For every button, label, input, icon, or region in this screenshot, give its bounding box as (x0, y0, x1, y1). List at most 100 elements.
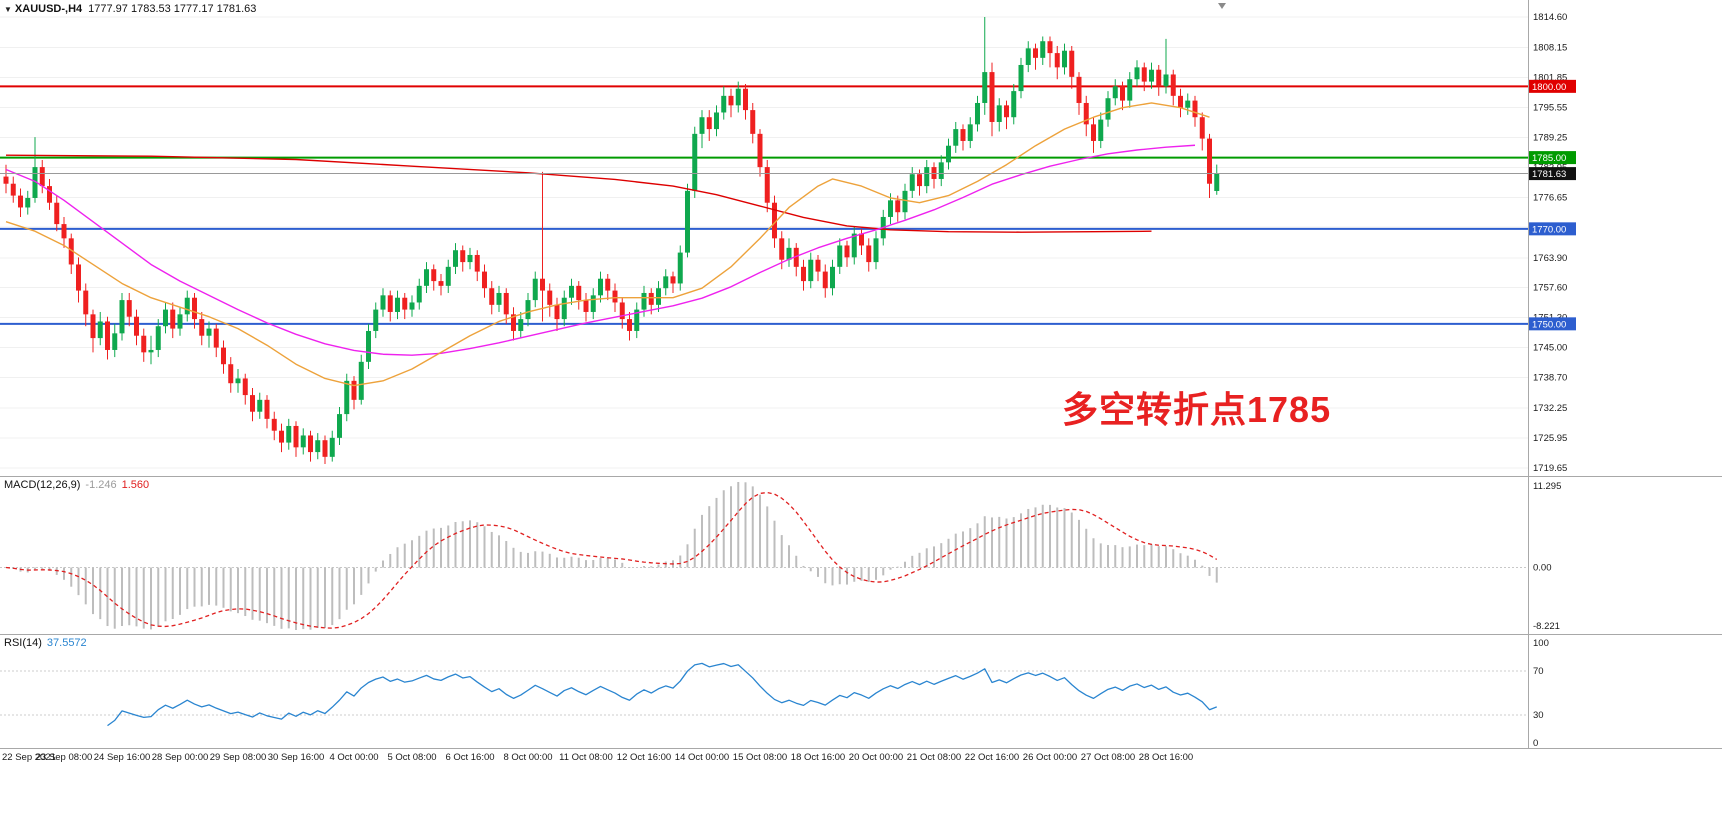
price-axis-label: 1814.60 (1533, 12, 1567, 23)
candle-body (1062, 50, 1067, 68)
candle-body (1098, 119, 1104, 141)
candle-body (844, 245, 850, 258)
candle-body (438, 281, 444, 286)
candle-body (859, 233, 864, 246)
candle-body (119, 300, 125, 334)
price-tag-text: 1750.00 (1532, 319, 1566, 330)
candle-body (561, 297, 567, 320)
candle-body (721, 95, 727, 113)
candle-body (105, 321, 110, 350)
time-axis-label: 22 Oct 16:00 (965, 752, 1019, 763)
time-axis-label: 4 Oct 00:00 (329, 752, 378, 763)
chart-text-annotation[interactable]: 多空转折点1785 (1062, 389, 1332, 430)
price-tag-text: 1770.00 (1532, 224, 1566, 235)
candle-body (1033, 48, 1038, 58)
candle-body (692, 133, 698, 191)
candle-body (547, 290, 553, 305)
price-tag (1529, 222, 1576, 236)
candle-body (489, 288, 495, 305)
candle-body (496, 292, 502, 305)
candle-body (206, 328, 212, 336)
candle-body (1054, 53, 1060, 68)
candle-body (743, 88, 748, 111)
candle-body (329, 437, 335, 457)
candle-body (989, 72, 995, 122)
candle-body (387, 295, 393, 312)
time-axis-label: 29 Sep 08:00 (210, 752, 267, 763)
time-axis-label: 5 Oct 08:00 (387, 752, 436, 763)
candle-body (358, 361, 364, 400)
price-tags: 1800.00 1785.00 1770.00 1750.00 1781.63 (1529, 79, 1576, 331)
candle-body (895, 200, 901, 213)
candle-body (518, 319, 524, 331)
rsi-axis-label: 0 (1533, 738, 1538, 749)
time-axis-label: 21 Oct 08:00 (907, 752, 961, 763)
candle-body (779, 238, 785, 260)
candle-body (228, 364, 234, 384)
candle-body (511, 314, 516, 331)
candle-body (76, 264, 81, 291)
candle-body (39, 167, 45, 187)
rsi-value: 37.5572 (46, 637, 87, 649)
candle-body (467, 254, 473, 263)
price-axis-label: 1808.15 (1533, 43, 1567, 54)
rsi-axis-label: 70 (1533, 666, 1544, 677)
candle-body (177, 314, 183, 329)
price-axis-label: 1725.95 (1533, 433, 1567, 444)
candle-body (112, 333, 118, 350)
shift-marker-icon[interactable] (1218, 3, 1226, 9)
candle-body (619, 302, 625, 320)
time-axis-label: 26 Oct 00:00 (1023, 752, 1077, 763)
candle-body (1199, 117, 1205, 139)
time-axis-label: 15 Oct 08:00 (733, 752, 787, 763)
candle-body (257, 399, 263, 412)
candle-body (540, 278, 545, 291)
candle-body (68, 238, 74, 265)
price-axis-label: 1776.65 (1533, 192, 1567, 203)
candle-body (764, 167, 770, 203)
candle-body (772, 202, 777, 239)
candle-body (975, 102, 980, 125)
candle-body (54, 202, 60, 225)
price-tag (1529, 151, 1576, 165)
time-axis-label: 22 Sep 2021 (2, 752, 56, 763)
candle-body (373, 309, 379, 331)
candle-body (1163, 74, 1169, 87)
macd-axis-label: 11.295 (1533, 481, 1561, 492)
price-axis-label: 1757.60 (1533, 283, 1567, 294)
candle-body (184, 297, 190, 315)
candle-body (1185, 100, 1191, 108)
candle-body (822, 271, 828, 289)
candle-body (605, 278, 611, 291)
ohlc-values: 1777.97 1783.53 1777.17 1781.63 (88, 3, 257, 15)
candle-body (213, 328, 219, 348)
candle-body (532, 278, 538, 301)
macd-axis-label: 0.00 (1533, 563, 1552, 574)
candle-body (155, 326, 161, 350)
candle-body (10, 183, 16, 196)
candle-body (482, 271, 487, 289)
candle-body (308, 435, 313, 453)
ma-slow-red (5, 154, 1152, 233)
candles-layer (3, 17, 1220, 464)
candle-body (503, 292, 509, 315)
candle-body (699, 117, 705, 134)
candle-body (1025, 48, 1031, 65)
candle-body (300, 435, 306, 448)
candle-body (351, 380, 357, 400)
candle-body (1076, 76, 1082, 103)
macd-signal-line (5, 491, 1218, 629)
candle-body (757, 133, 763, 168)
candle-body (1214, 173, 1220, 191)
time-axis-label: 8 Oct 00:00 (503, 752, 552, 763)
rsi-axis-label: 100 (1533, 638, 1549, 649)
candle-body (170, 309, 176, 329)
candle-body (395, 297, 400, 312)
candle-body (134, 316, 139, 336)
macd-axis-label: -8.221 (1533, 621, 1560, 632)
candle-body (366, 330, 371, 362)
symbol-dropdown-icon[interactable]: ▼ (4, 5, 12, 14)
candle-body (126, 300, 132, 317)
